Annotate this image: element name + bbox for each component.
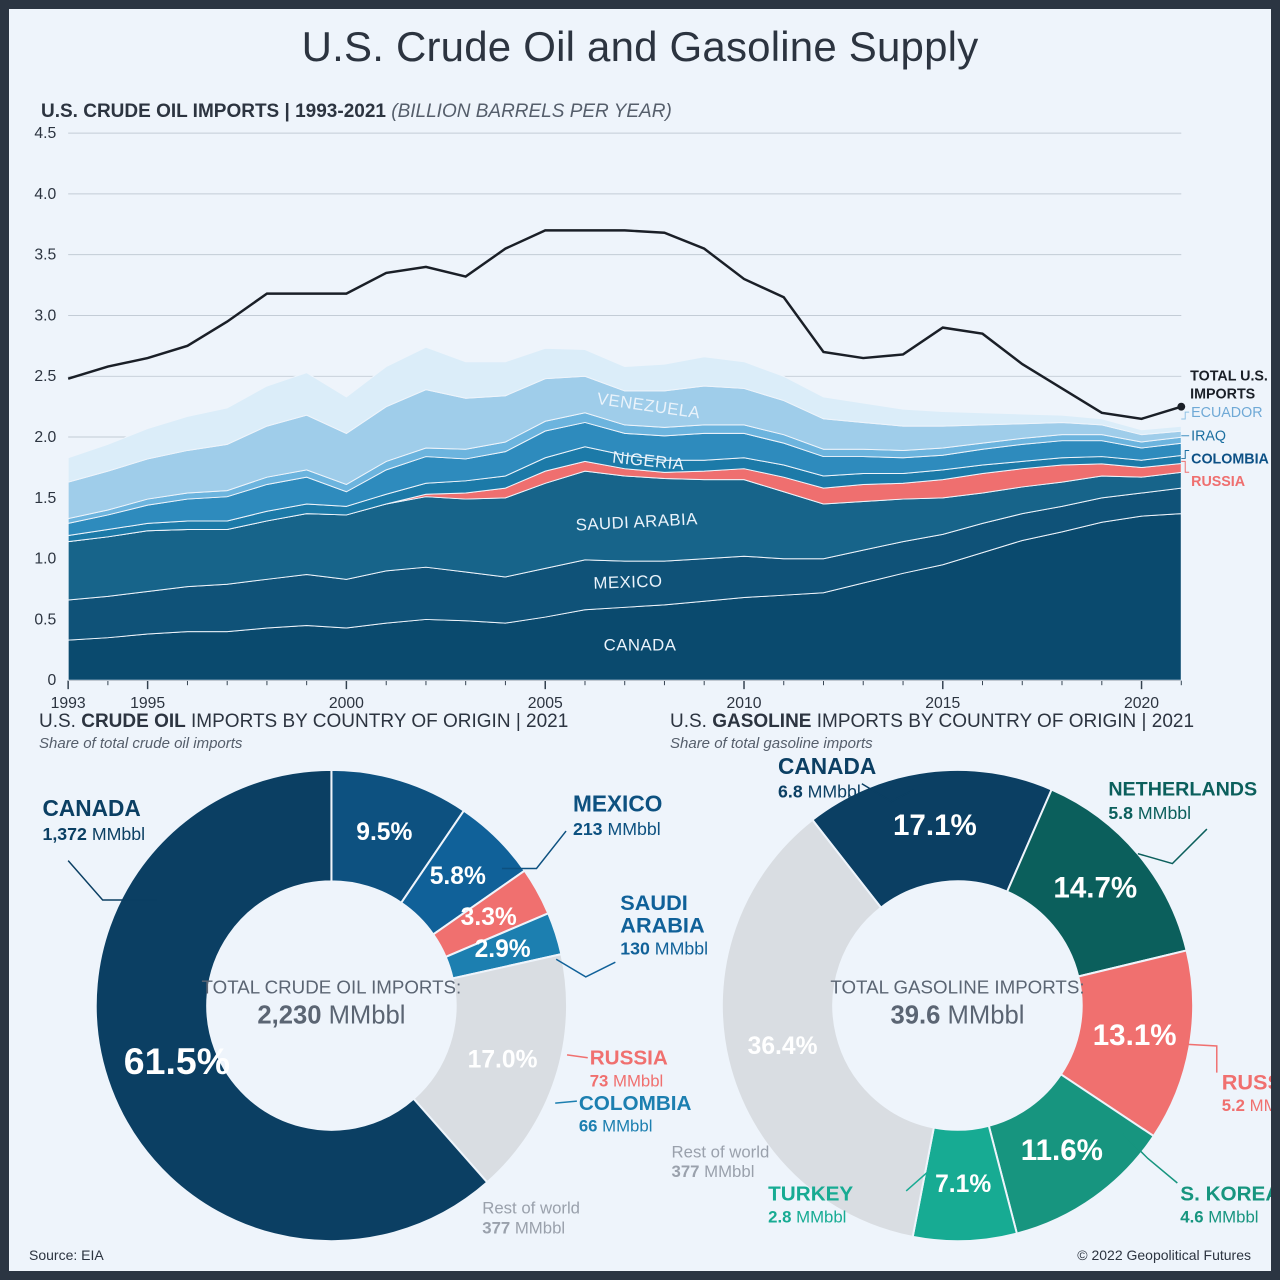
svg-text:377 MMbbl: 377 MMbbl [482,1218,565,1237]
svg-text:TOTAL GASOLINE IMPORTS:: TOTAL GASOLINE IMPORTS: [830,977,1084,998]
svg-text:5.8 MMbbl: 5.8 MMbbl [1108,803,1191,823]
svg-text:1.0: 1.0 [34,551,56,568]
svg-text:2.0: 2.0 [34,429,56,446]
svg-text:17.0%: 17.0% [468,1047,538,1074]
svg-text:3.3%: 3.3% [461,904,517,931]
svg-text:2.9%: 2.9% [475,936,531,963]
svg-text:2.5: 2.5 [34,368,56,385]
svg-text:Rest of world: Rest of world [672,1142,770,1161]
svg-text:0: 0 [48,672,57,689]
svg-text:14.7%: 14.7% [1053,872,1137,905]
svg-text:4.5: 4.5 [34,125,56,142]
svg-text:RUSSIA: RUSSIA [1191,474,1245,490]
svg-text:NETHERLANDS: NETHERLANDS [1108,779,1257,801]
svg-text:COLOMBIA: COLOMBIA [1191,451,1269,467]
svg-text:1.5: 1.5 [34,490,56,507]
svg-text:39.6 MMbbl: 39.6 MMbbl [891,1001,1025,1029]
svg-text:0.5: 0.5 [34,611,56,628]
svg-text:2.8 MMbbl: 2.8 MMbbl [768,1207,846,1226]
svg-text:CANADA: CANADA [604,636,677,655]
svg-text:RUSSIA: RUSSIA [1222,1069,1280,1094]
svg-text:1,372 MMbbl: 1,372 MMbbl [43,824,146,844]
svg-text:3.5: 3.5 [34,247,56,264]
svg-text:Rest of world: Rest of world [482,1199,580,1218]
svg-text:5.2 MMbbl: 5.2 MMbbl [1222,1096,1280,1115]
svg-text:MEXICO: MEXICO [593,571,663,592]
svg-text:7.1%: 7.1% [935,1171,991,1198]
svg-text:TOTAL CRUDE OIL IMPORTS:: TOTAL CRUDE OIL IMPORTS: [202,977,462,998]
svg-text:6.8 MMbbl: 6.8 MMbbl [778,782,861,802]
svg-text:TURKEY: TURKEY [768,1183,853,1206]
svg-text:13.1%: 13.1% [1093,1019,1177,1052]
svg-text:IMPORTS: IMPORTS [1190,386,1255,402]
svg-text:TOTAL U.S.: TOTAL U.S. [1190,369,1268,385]
svg-text:4.0: 4.0 [34,186,56,203]
svg-text:CANADA: CANADA [43,795,141,821]
svg-text:9.5%: 9.5% [356,819,412,846]
svg-text:4.6 MMbbl: 4.6 MMbbl [1180,1207,1258,1226]
svg-text:36.4%: 36.4% [748,1033,818,1060]
svg-text:2,230 MMbbl: 2,230 MMbbl [257,1001,405,1029]
svg-text:IRAQ: IRAQ [1191,429,1226,445]
svg-text:17.1%: 17.1% [893,809,977,842]
svg-text:61.5%: 61.5% [124,1040,230,1082]
svg-text:CANADA: CANADA [778,753,876,779]
svg-text:11.6%: 11.6% [1021,1134,1103,1167]
svg-text:3.0: 3.0 [34,307,56,324]
svg-text:5.8%: 5.8% [430,863,486,890]
svg-text:377 MMbbl: 377 MMbbl [672,1162,755,1181]
svg-text:S. KOREA: S. KOREA [1180,1183,1280,1206]
svg-text:ECUADOR: ECUADOR [1191,405,1262,421]
